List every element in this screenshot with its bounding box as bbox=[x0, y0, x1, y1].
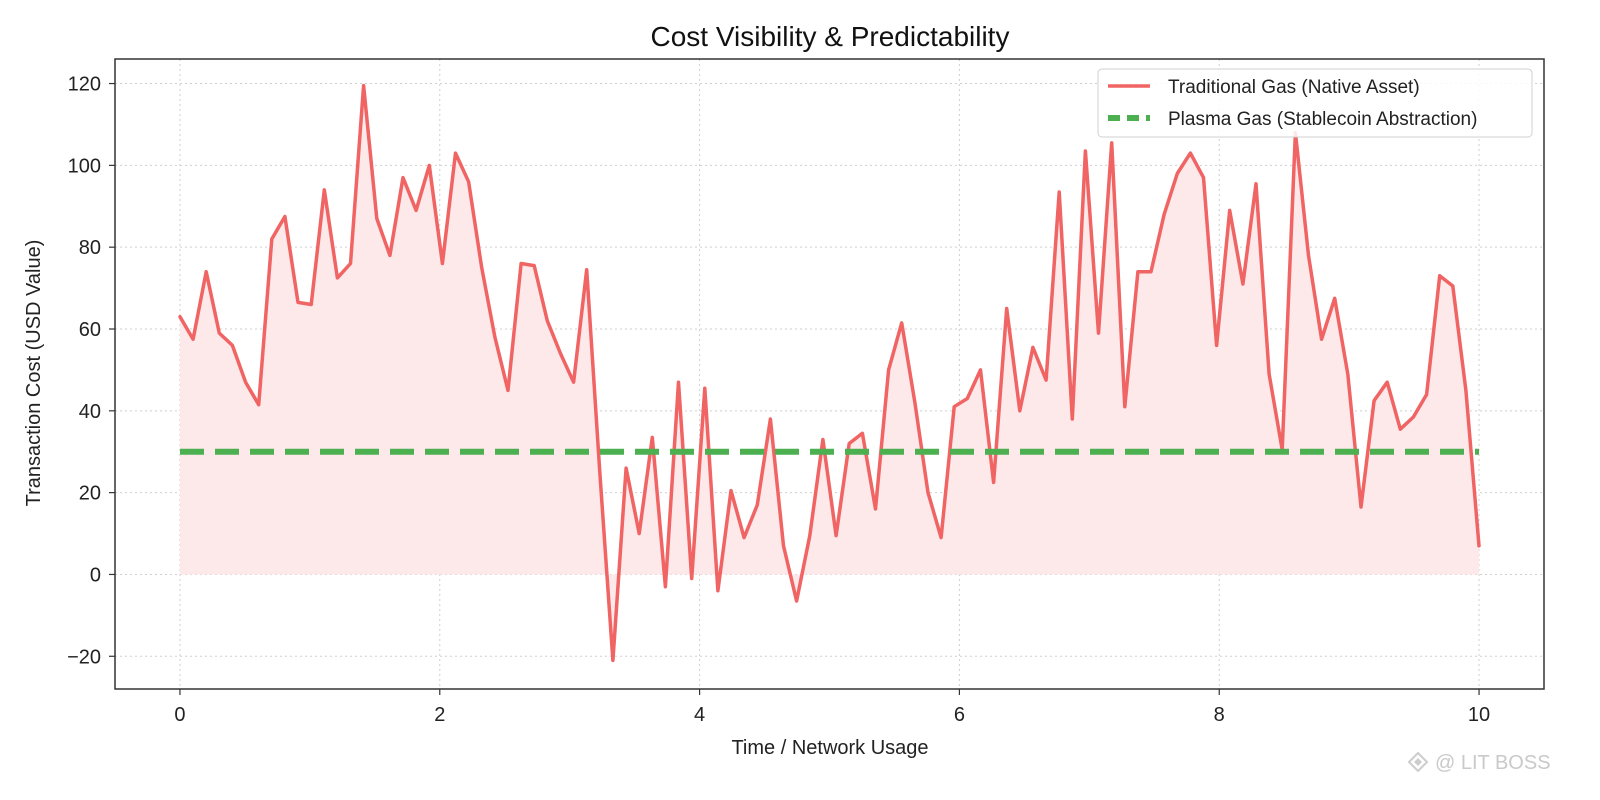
tick-layer: 0 2 4 6 8 10 −20 0 20 40 60 80 100 120 bbox=[67, 74, 1490, 726]
y-axis-label: Transaction Cost (USD Value) bbox=[23, 240, 45, 507]
series-fill-0 bbox=[180, 85, 1479, 661]
plot-frame bbox=[114, 58, 1545, 690]
watermark: @ LIT BOSS bbox=[1407, 751, 1551, 774]
legend: Traditional Gas (Native Asset) Plasma Ga… bbox=[1097, 68, 1533, 138]
y-tick-label: 20 bbox=[79, 483, 101, 505]
x-tick-label: 2 bbox=[434, 704, 445, 726]
fill-layer bbox=[180, 85, 1479, 661]
x-tick-label: 10 bbox=[1468, 704, 1490, 726]
legend-label-traditional-gas: Traditional Gas (Native Asset) bbox=[1168, 77, 1420, 98]
x-tick-label: 6 bbox=[954, 704, 965, 726]
series-line-0 bbox=[178, 83, 1481, 663]
y-tick-label: −20 bbox=[67, 646, 101, 668]
y-tick-label: 0 bbox=[90, 564, 101, 586]
y-tick-label: 120 bbox=[68, 74, 101, 96]
y-tick-label: 40 bbox=[79, 401, 101, 423]
y-tick-label: 80 bbox=[79, 237, 101, 259]
watermark-logo-icon bbox=[1407, 751, 1429, 773]
legend-box bbox=[1097, 68, 1533, 138]
x-axis-label: Time / Network Usage bbox=[731, 737, 928, 759]
legend-label-plasma-gas: Plasma Gas (Stablecoin Abstraction) bbox=[1168, 109, 1477, 130]
x-tick-label: 4 bbox=[694, 704, 705, 726]
watermark-text: @ LIT BOSS bbox=[1435, 752, 1551, 774]
y-tick-label: 100 bbox=[68, 155, 101, 177]
series-layer bbox=[178, 83, 1481, 663]
y-tick-label: 60 bbox=[79, 319, 101, 341]
chart-title: Cost Visibility & Predictability bbox=[651, 21, 1010, 52]
x-tick-label: 0 bbox=[174, 704, 185, 726]
x-tick-label: 8 bbox=[1214, 704, 1225, 726]
